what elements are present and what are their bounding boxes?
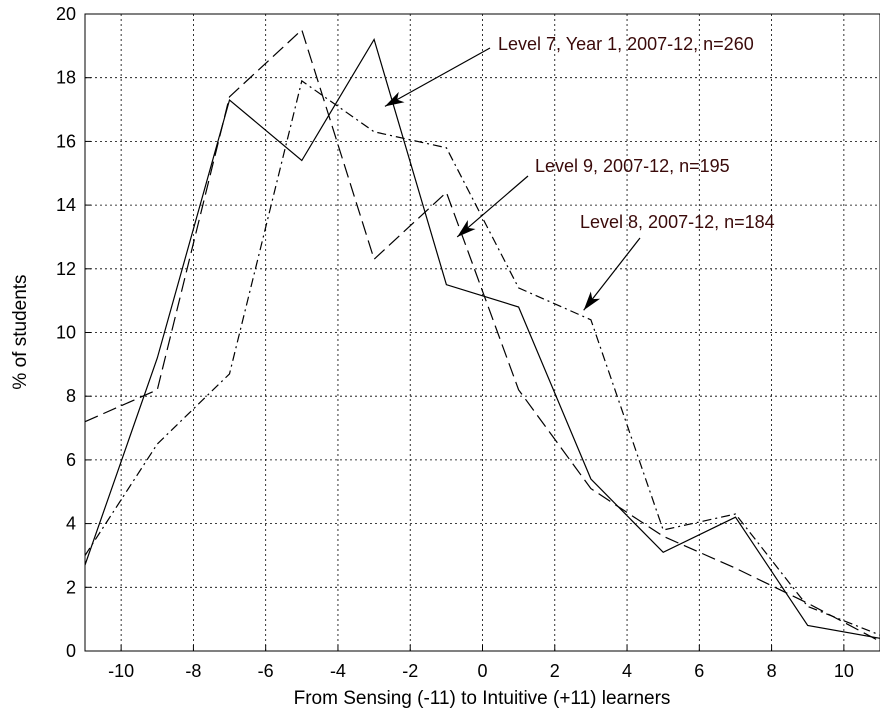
- annotation-label: Level 9, 2007-12, n=195: [535, 156, 730, 176]
- annotation-arrowhead: [583, 291, 601, 311]
- annotation-arrowhead: [384, 91, 405, 107]
- series-line-dashed: [84, 28, 880, 642]
- y-tick-label: 14: [56, 195, 76, 215]
- y-tick-label: 2: [66, 577, 76, 597]
- y-tick-label: 20: [56, 4, 76, 24]
- series-lines: [84, 28, 880, 642]
- annotation-label: Level 8, 2007-12, n=184: [580, 212, 775, 232]
- x-tick-label: 6: [694, 661, 704, 681]
- y-tick-label: 10: [56, 323, 76, 343]
- y-tick-label: 6: [66, 450, 76, 470]
- annotations: Level 7, Year 1, 2007-12, n=260 Level 9, …: [384, 34, 775, 311]
- annotation-arrowhead: [457, 220, 476, 237]
- y-axis-title: % of students: [10, 274, 31, 389]
- x-tick-label: 4: [622, 661, 632, 681]
- annotation-arrow-line: [583, 237, 641, 311]
- grid: [85, 14, 880, 651]
- x-axis-title: From Sensing (-11) to Intuitive (+11) le…: [294, 688, 671, 709]
- x-tick-label: -4: [330, 661, 346, 681]
- annotation-arrow-line: [384, 47, 491, 107]
- x-tick-label: 0: [477, 661, 487, 681]
- series-line-dashdot: [84, 79, 880, 636]
- series-line-solid: [84, 38, 880, 639]
- y-tick-label: 4: [66, 514, 76, 534]
- axis-ticks: -10 -8 -6 -4 -2 0 2 4 6 8 10 0 2 4 6 8 10 12 14 16 18 20: [56, 4, 854, 681]
- y-tick-label: 12: [56, 259, 76, 279]
- annotation-arrow-line: [456, 175, 529, 238]
- y-tick-label: 16: [56, 131, 76, 151]
- x-tick-label: -8: [185, 661, 201, 681]
- x-tick-label: 2: [550, 661, 560, 681]
- x-tick-label: 8: [767, 661, 777, 681]
- y-tick-label: 8: [66, 386, 76, 406]
- annotation-label: Level 7, Year 1, 2007-12, n=260: [498, 34, 754, 54]
- x-tick-label: 10: [834, 661, 854, 681]
- y-tick-label: 0: [66, 641, 76, 661]
- x-tick-label: -6: [258, 661, 274, 681]
- x-tick-label: -2: [402, 661, 418, 681]
- x-tick-label: -10: [108, 661, 134, 681]
- y-tick-label: 18: [56, 68, 76, 88]
